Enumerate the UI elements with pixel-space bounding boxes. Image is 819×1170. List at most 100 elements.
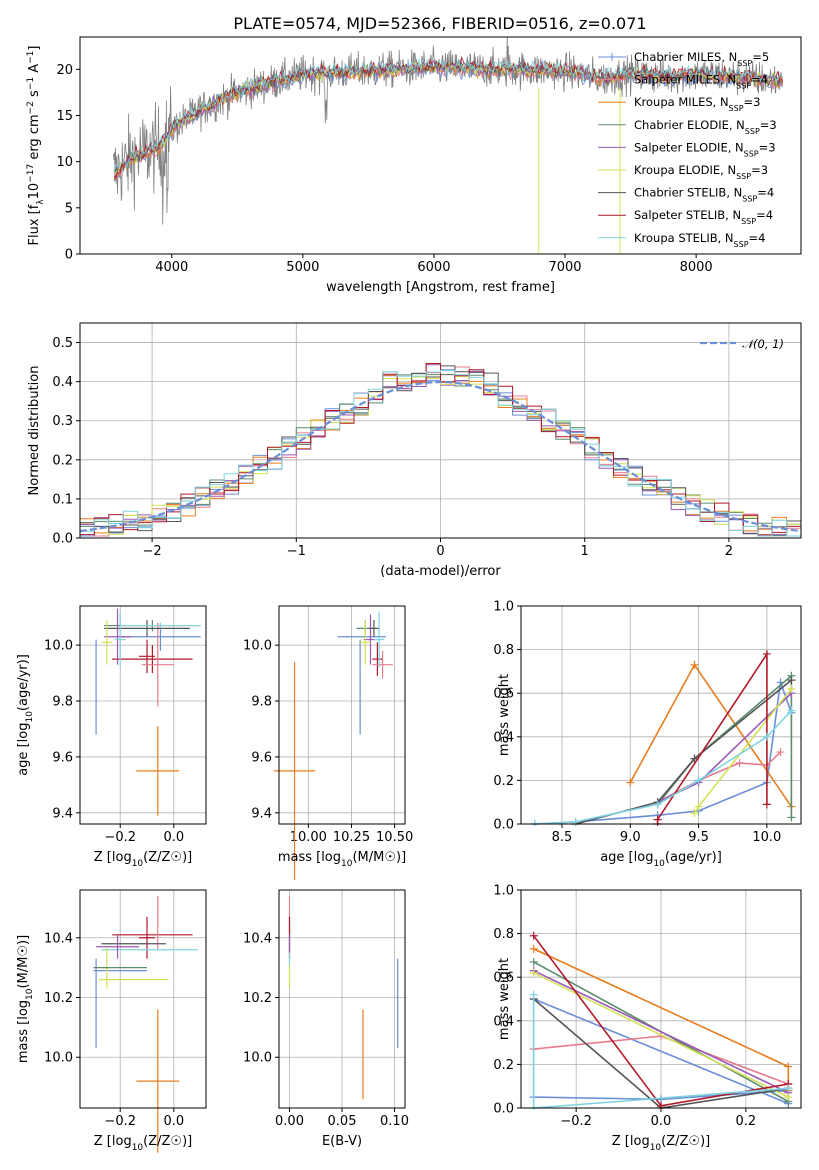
legend-entry: Chabrier MILES, NSSP=5 (634, 50, 769, 68)
data-point (114, 611, 126, 668)
age-vs-metallicity-panel: −0.2 0.0 9.4 9.6 9.8 10.0 Z [log10(Z/Z☉)] age [… (16, 605, 207, 869)
x-tick-label: 9.5 (688, 830, 709, 845)
spectrum-panel: 4000 5000 6000 7000 8000 0 5 10 15 20 Chabrier MIL… (26, 36, 802, 295)
y-axis-label: mass weight (497, 958, 512, 1040)
axes-frame (520, 605, 802, 825)
weight-series-line (533, 969, 789, 1094)
x-axis-label: Z [log10(Z/Z☉)] (94, 1134, 192, 1153)
y-tick-label: 9.4 (52, 806, 73, 821)
weight-point-marker (762, 800, 771, 809)
x-tick-label: 0.0 (163, 830, 184, 845)
x-tick-label: −0.2 (560, 1114, 592, 1129)
axes-frame (79, 605, 207, 825)
y-axis-label: mass weight (497, 674, 512, 756)
weight-point-marker (762, 732, 771, 741)
y-tick-label: 0.2 (493, 774, 514, 789)
legend-entry: Salpeter ELODIE, NSSP=3 (634, 140, 776, 158)
spectrum-legend: Chabrier MILES, NSSP=5 Salpeter MILES, NS… (598, 50, 777, 248)
weight-point-marker (653, 800, 662, 809)
y-tick-label: 10 (56, 155, 73, 170)
grid (521, 605, 801, 825)
model-spectrum-line (113, 60, 783, 172)
gaussian-curve (79, 380, 802, 533)
weight-point-marker (735, 758, 744, 767)
x-tick-label: 0.2 (736, 1114, 757, 1129)
weight-point-marker (529, 957, 538, 966)
x-axis-label: age [log10(age/yr)] (600, 850, 722, 869)
weight-series-line (575, 679, 792, 825)
x-axis-label: Z [log10(Z/Z☉)] (94, 850, 192, 869)
y-tick-label: 0.6 (493, 687, 514, 702)
y-axis-label: age [log10(age/yr)] (16, 654, 35, 776)
y-tick-label: 10.0 (243, 639, 272, 654)
x-tick-label: −1 (287, 544, 306, 559)
legend-entry: Salpeter MILES, NSSP=4 (634, 73, 768, 91)
weight-point-marker (571, 817, 580, 826)
data-point (141, 622, 174, 707)
axes-frame (520, 889, 802, 1109)
weight-point-marker (529, 968, 538, 977)
y-tick-label: 0.8 (493, 643, 514, 658)
x-tick-label: 5000 (286, 260, 319, 275)
data-point (104, 619, 190, 637)
y-tick-label: 0 (65, 248, 73, 263)
y-tick-label: 0.4 (52, 375, 73, 390)
y-tick-label: 9.8 (251, 695, 272, 710)
x-tick-label: 0 (436, 544, 444, 559)
grid (279, 606, 405, 824)
y-tick-label: 0.0 (493, 818, 514, 833)
residual-histogram (80, 363, 801, 536)
x-tick-label: 10.00 (290, 830, 327, 845)
y-tick-label: 1.0 (493, 884, 514, 899)
data-point (136, 726, 180, 816)
mass-vs-metallicity-panel: −0.2 0.0 10.0 10.2 10.4 Z [log10(Z/Z☉)] mass [… (16, 889, 207, 1153)
y-tick-label: 10.0 (44, 1051, 73, 1066)
y-tick-label: 10.2 (44, 991, 73, 1006)
x-tick-label: −0.2 (104, 830, 136, 845)
y-axis-label: mass [log10(M/M☉)] (16, 935, 35, 1063)
x-tick-label: 4000 (155, 260, 188, 275)
weight-point-marker (690, 809, 699, 818)
y-axis-label: Normed distribution (27, 366, 42, 496)
axes-frame (278, 889, 406, 1109)
spectrum-lines (113, 37, 784, 254)
y-tick-label: 0.4 (493, 1014, 514, 1029)
weight-point-marker (784, 1084, 793, 1093)
y-tick-label: 9.6 (251, 750, 272, 765)
y-tick-label: 0.5 (52, 336, 73, 351)
legend-entry: Chabrier ELODIE, NSSP=3 (634, 118, 777, 136)
y-tick-label: 9.4 (251, 806, 272, 821)
x-tick-label: 2 (725, 544, 733, 559)
y-tick-label: 10.4 (44, 931, 73, 946)
figure-title: PLATE=0574, MJD=52366, FIBERID=0516, z=0… (233, 14, 646, 33)
data-point (138, 916, 156, 959)
weight-point-marker (653, 815, 662, 824)
x-tick-label: 8000 (680, 260, 713, 275)
x-tick-label: 1 (581, 544, 589, 559)
data-point (104, 608, 131, 665)
weight-point-marker (787, 706, 796, 715)
legend-entry: 𝒩(0, 1) (742, 337, 784, 351)
y-tick-label: 20 (56, 63, 73, 78)
x-tick-label: 10.25 (333, 830, 370, 845)
y-tick-label: 0.6 (493, 971, 514, 986)
y-tick-label: 5 (65, 201, 73, 216)
x-tick-label: −0.2 (104, 1114, 136, 1129)
weight-vs-metallicity-panel: −0.2 0.0 0.2 0.0 0.2 0.4 0.6 0.8 1.0 Z [log10(Z/Z… (493, 884, 802, 1153)
axes-frame (79, 889, 207, 1109)
grid (80, 606, 206, 824)
data-point (372, 650, 393, 679)
legend-entry: Kroupa MILES, NSSP=3 (634, 95, 760, 113)
weight-lines (530, 649, 796, 826)
x-axis-label: (data-model)/error (380, 564, 501, 579)
weight-series-line (657, 751, 782, 803)
y-tick-label: 0.1 (52, 492, 73, 507)
data-point (96, 934, 139, 959)
y-tick-label: 10.2 (243, 991, 272, 1006)
weight-point-marker (694, 776, 703, 785)
x-axis-label: Z [log10(Z/Z☉)] (612, 1134, 710, 1153)
y-tick-label: 10.0 (243, 1051, 272, 1066)
weight-point-marker (787, 813, 796, 822)
y-tick-label: 9.6 (52, 750, 73, 765)
model-spectrum-line (113, 58, 784, 172)
